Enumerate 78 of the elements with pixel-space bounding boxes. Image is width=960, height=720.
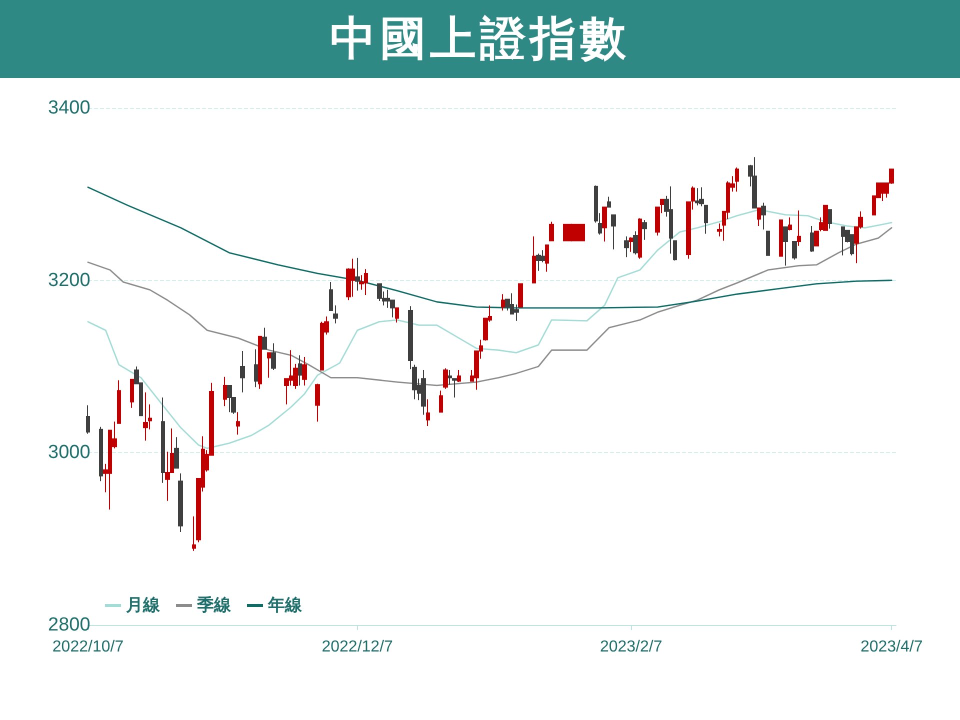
candlestick (633, 230, 638, 255)
candlestick (227, 384, 232, 413)
candlestick (448, 369, 452, 386)
candlestick (549, 221, 554, 242)
candlestick (267, 352, 271, 378)
candlestick (457, 369, 461, 383)
candlestick (86, 404, 90, 434)
candlestick (117, 380, 121, 424)
candlestick (426, 398, 430, 426)
candlestick (262, 327, 267, 350)
candlestick (695, 188, 700, 206)
candlestick (629, 236, 633, 252)
candlestick (788, 216, 792, 231)
candlestick (532, 236, 536, 284)
legend-label: 月線 (125, 596, 161, 616)
candlestick (99, 426, 103, 482)
candlestick (315, 383, 320, 422)
chart-title: 中國上證指數 (0, 0, 960, 78)
y-tick-label: 3400 (48, 98, 90, 118)
candlestick (452, 378, 457, 398)
candlestick (302, 356, 307, 386)
candlestick (329, 282, 333, 311)
candlestick (779, 220, 783, 257)
legend-label: 年線 (267, 596, 303, 616)
candlestick (240, 350, 245, 393)
x-tick-label: 2023/4/7 (860, 638, 923, 656)
candlestick (271, 342, 276, 370)
candlestick (642, 220, 647, 240)
candlestick (178, 472, 183, 532)
candlestick (258, 336, 262, 390)
candlestick (823, 204, 828, 231)
legend-label: 季線 (196, 596, 232, 616)
x-tick-label: 2022/12/7 (322, 638, 394, 656)
candlestick (443, 368, 448, 390)
x-tick-label: 2022/10/7 (52, 638, 124, 656)
candlestick (828, 209, 832, 230)
candlestick (192, 516, 196, 552)
candlestick (161, 397, 165, 484)
candlestick (174, 436, 179, 469)
y-tick-label: 3000 (48, 442, 90, 464)
candlestick (704, 204, 708, 234)
candlestick (699, 186, 704, 207)
candlestick (395, 307, 399, 324)
candlestick (236, 412, 240, 436)
candlestick (421, 369, 426, 416)
candlestick (624, 236, 629, 258)
candlestick (580, 224, 585, 242)
candlestick (439, 390, 443, 413)
candlestick (254, 348, 258, 388)
candlestick (518, 283, 523, 308)
candlestick (130, 378, 134, 408)
candlestick (607, 196, 611, 208)
candlestick (673, 240, 677, 262)
candlestick (223, 376, 227, 407)
candlestick (545, 244, 549, 272)
candlestick (797, 210, 801, 246)
y-tick-label: 3200 (48, 270, 90, 291)
candlestick (602, 206, 607, 242)
candlestick (563, 224, 567, 242)
candlestick (792, 241, 797, 260)
candlestick (501, 294, 505, 311)
x-tick-label: 2023/2/7 (600, 638, 662, 656)
y-tick-label: 2800 (48, 614, 90, 636)
candlestick (757, 207, 761, 227)
candlestick (766, 230, 770, 256)
candlestick (752, 156, 757, 208)
candlestick (377, 283, 382, 302)
candlestick (783, 226, 788, 266)
candlestick (571, 224, 576, 242)
candlestick (536, 253, 541, 272)
candlestick (810, 226, 814, 252)
candlestick (143, 392, 148, 442)
candlestick (355, 257, 360, 292)
candlestick (298, 354, 302, 386)
candlestick (611, 214, 616, 250)
candlestick (333, 304, 338, 324)
candlestick (761, 202, 766, 230)
candlestick (638, 218, 642, 260)
